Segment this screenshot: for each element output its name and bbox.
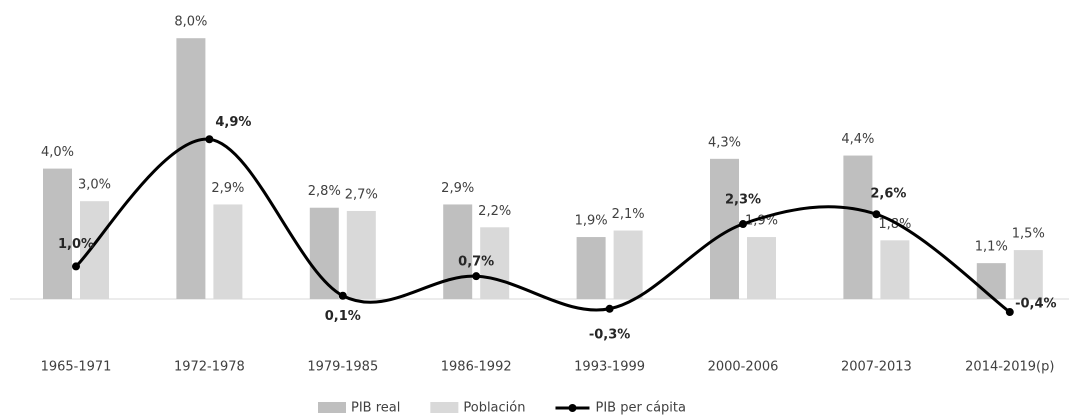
line-value-label: -0,3% <box>589 327 630 342</box>
legend-swatch <box>568 404 577 412</box>
bar <box>1013 250 1043 299</box>
bar <box>976 263 1006 299</box>
bar <box>80 201 109 299</box>
x-tick-label: 1972-1978 <box>174 360 245 375</box>
bar-value-label: 1,9% <box>745 214 778 229</box>
line-value-label: 0,1% <box>325 309 361 324</box>
legend-label: PIB real <box>351 401 400 416</box>
bar-value-label: 1,1% <box>975 240 1008 255</box>
bar-value-label: 2,7% <box>345 187 378 202</box>
x-tick-label: 1979-1985 <box>307 360 378 375</box>
bar-value-label: 2,8% <box>308 184 341 199</box>
line-point <box>739 220 747 229</box>
bar-value-label: 3,0% <box>78 178 111 193</box>
legend-swatch <box>318 402 346 413</box>
x-tick-label: 1993-1999 <box>574 360 645 375</box>
bar-value-label: 2,9% <box>441 181 474 196</box>
bar-value-label: 2,1% <box>612 207 645 222</box>
x-tick-label: 2014-2019(p) <box>965 360 1054 375</box>
line-point <box>472 272 481 281</box>
bar <box>43 168 72 299</box>
line-value-label: 4,9% <box>215 115 251 130</box>
bar <box>480 227 510 299</box>
bar <box>843 155 873 299</box>
bar-value-label: 2,2% <box>478 204 511 219</box>
line-point <box>1005 308 1014 317</box>
line-value-label: -0,4% <box>1015 297 1056 312</box>
bar-value-label: 1,9% <box>575 214 608 229</box>
legend-label: Población <box>463 401 525 416</box>
x-tick-label: 2000-2006 <box>708 360 779 375</box>
bar-value-label: 4,3% <box>708 135 741 150</box>
x-tick-label: 2007-2013 <box>841 360 912 375</box>
line-value-label: 2,3% <box>725 193 761 208</box>
line-point <box>205 135 214 144</box>
bar-value-label: 4,0% <box>41 145 74 160</box>
bar <box>346 210 376 299</box>
bar <box>443 204 473 299</box>
bar-value-label: 2,9% <box>211 181 244 196</box>
bar <box>213 204 243 299</box>
legend-label: PIB per cápita <box>595 401 686 416</box>
bar-value-label: 8,0% <box>174 15 207 30</box>
bar <box>747 237 776 299</box>
bar <box>176 38 206 299</box>
line-value-label: 0,7% <box>458 255 494 270</box>
legend-swatch <box>430 402 459 413</box>
line-value-label: 2,6% <box>870 187 906 202</box>
bar <box>613 230 643 299</box>
bar <box>880 240 910 299</box>
line-point <box>605 304 614 313</box>
bar <box>576 237 606 299</box>
bar <box>309 207 339 299</box>
line-point <box>72 262 80 271</box>
line-point <box>338 291 347 300</box>
x-tick-label: 1986-1992 <box>441 360 512 375</box>
x-tick-label: 1965-1971 <box>41 360 112 375</box>
bar-value-label: 1,5% <box>1012 227 1045 242</box>
bar-value-label: 4,4% <box>841 132 874 147</box>
line-point <box>872 210 881 219</box>
line-value-label: 1,0% <box>58 237 94 252</box>
